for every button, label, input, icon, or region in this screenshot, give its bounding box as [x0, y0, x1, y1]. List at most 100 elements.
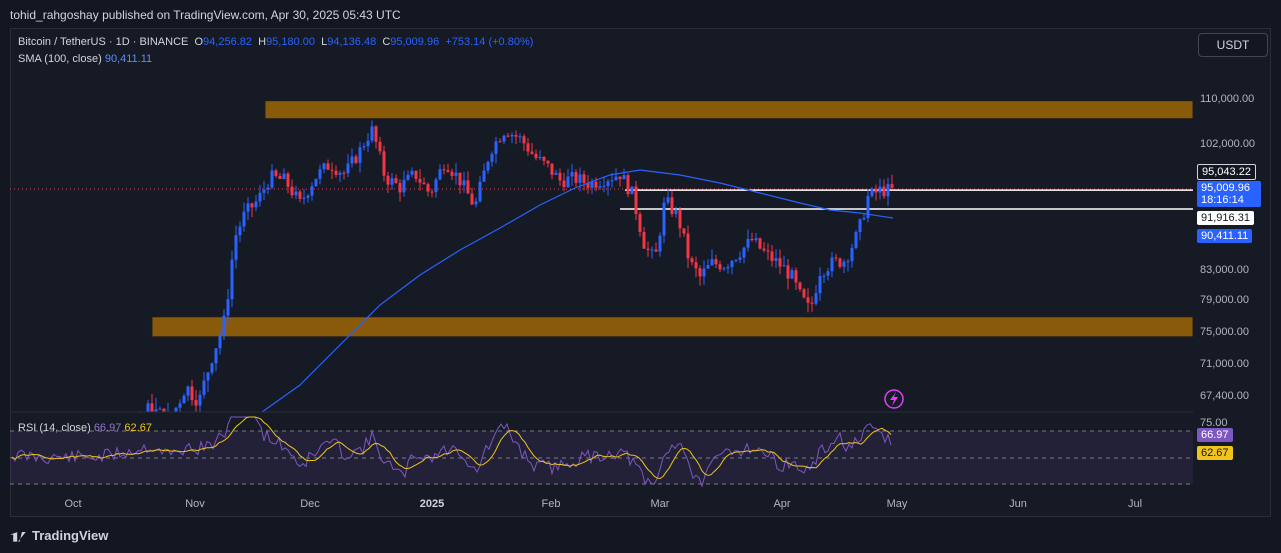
- candle-body: [630, 186, 634, 195]
- candle-body: [738, 257, 742, 260]
- candle-body: [326, 163, 330, 170]
- candle-body: [782, 265, 786, 267]
- candle-body: [422, 182, 426, 185]
- candle-body: [302, 197, 306, 199]
- candle-body: [774, 258, 778, 261]
- candle-body: [426, 184, 430, 192]
- candle-body: [342, 172, 346, 174]
- candle-body: [374, 126, 378, 142]
- x-tick-apr: Apr: [773, 498, 791, 510]
- candle-body: [794, 270, 798, 283]
- candle-body: [734, 259, 738, 261]
- x-tick-oct: Oct: [64, 498, 82, 510]
- candle-body: [802, 289, 806, 298]
- candle-body: [314, 178, 318, 187]
- candle-body: [486, 161, 490, 171]
- candle-body: [594, 181, 598, 188]
- currency-button[interactable]: USDT: [1198, 33, 1268, 57]
- candle-body: [766, 250, 770, 252]
- y-tick-79000: 79,000.00: [1200, 294, 1249, 306]
- candle-body: [334, 170, 338, 175]
- rsi-label[interactable]: RSI (14, close): [18, 422, 91, 434]
- candle-body: [266, 187, 270, 190]
- candle-body: [598, 186, 602, 188]
- publisher-text: tohid_rahgoshay published on TradingView…: [10, 8, 401, 22]
- high-label: H: [258, 36, 267, 48]
- close-price-tag: 95,009.96 18:16:14: [1197, 181, 1261, 207]
- candle-body: [478, 181, 482, 202]
- candle-body: [870, 188, 874, 196]
- candle-body: [602, 186, 606, 188]
- candle-body: [498, 141, 502, 143]
- candle-body: [878, 186, 882, 193]
- candle-body: [706, 265, 710, 269]
- tradingview-logo-icon: [10, 531, 26, 542]
- candle-body: [682, 228, 686, 234]
- candle-body: [406, 174, 410, 180]
- symbol-title[interactable]: Bitcoin / TetherUS · 1D · BINANCE: [18, 36, 189, 48]
- x-tick-2025: 2025: [419, 498, 445, 510]
- candle-body: [718, 264, 722, 270]
- candle-body: [246, 203, 250, 212]
- candle-body: [590, 181, 594, 188]
- candle-body: [402, 179, 406, 193]
- candle-body: [538, 157, 542, 159]
- tradingview-brand: TradingView: [32, 528, 109, 543]
- x-tick-dec: Dec: [300, 498, 320, 510]
- rsi-tick-75: 75.00: [1200, 417, 1228, 429]
- candle-body: [614, 176, 618, 181]
- candle-body: [350, 156, 354, 164]
- candle-body: [830, 257, 834, 272]
- candle-body: [890, 184, 894, 188]
- tradingview-logo[interactable]: TradingView: [10, 528, 108, 543]
- legend-row-2: SMA (100, close) 90,411.11: [18, 53, 152, 65]
- low-value: 94,136.48: [327, 36, 377, 48]
- candle-body: [694, 262, 698, 269]
- candle-body: [862, 217, 866, 220]
- candle-body: [790, 270, 794, 279]
- candle-body: [182, 395, 186, 404]
- candle-body: [482, 170, 486, 182]
- rsi-ma-tag: 62.67: [1197, 446, 1233, 460]
- y-tick-110000: 110,000.00: [1200, 93, 1255, 105]
- candle-body: [750, 238, 754, 241]
- sma-label[interactable]: SMA (100, close): [18, 53, 102, 65]
- zone-resistance: [264, 100, 1194, 120]
- candle-body: [274, 170, 278, 176]
- candle-body: [310, 186, 314, 196]
- candle-body: [454, 172, 458, 176]
- candle-body: [490, 154, 494, 162]
- candle-body: [410, 170, 414, 175]
- open-value: 94,256.82: [203, 36, 252, 48]
- candle-body: [230, 259, 234, 300]
- bottom-bar: [0, 517, 1281, 553]
- candle-body: [762, 248, 766, 251]
- candle-body: [578, 174, 582, 183]
- candle-body: [818, 276, 822, 294]
- open-label: O: [194, 36, 204, 48]
- x-tick-jun: Jun: [1009, 498, 1027, 510]
- close-price-value: 95,009.96: [1201, 182, 1250, 194]
- candle-body: [858, 219, 862, 233]
- candle-body: [382, 151, 386, 176]
- candle-body: [194, 400, 198, 406]
- candle-body: [518, 136, 522, 138]
- candle-body: [362, 146, 366, 148]
- candle-body: [846, 261, 850, 263]
- candle-body: [854, 232, 858, 248]
- candle-body: [366, 140, 370, 147]
- candle-body: [462, 180, 466, 186]
- rsi-ma-line: [11, 416, 892, 480]
- candle-body: [162, 408, 166, 412]
- candle-body: [222, 315, 226, 335]
- candle-body: [394, 178, 398, 183]
- candle-body: [158, 408, 162, 410]
- candle-body: [470, 193, 474, 205]
- candle-body: [654, 249, 658, 252]
- candle-body: [190, 386, 194, 401]
- candle-body: [542, 157, 546, 161]
- candle-body: [730, 260, 734, 267]
- candle-body: [770, 251, 774, 261]
- candle-body: [298, 191, 302, 199]
